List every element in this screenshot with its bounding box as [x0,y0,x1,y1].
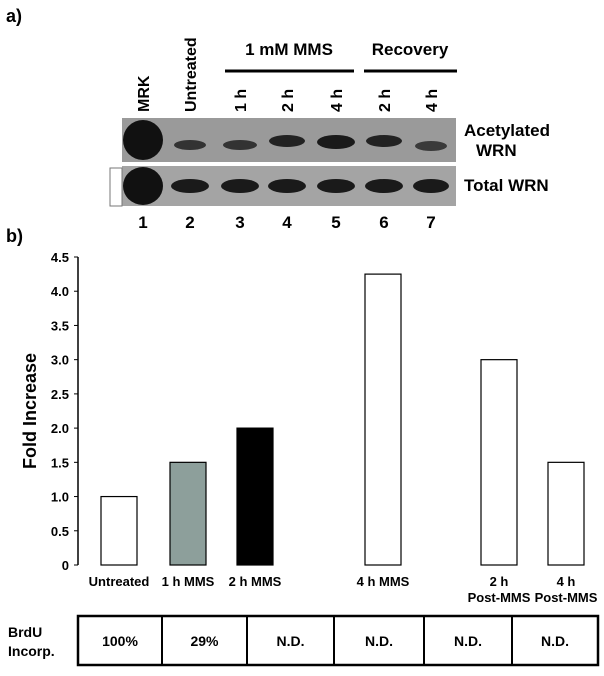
lane-label: 4 h [329,89,346,112]
y-tick-label: 1.0 [51,490,69,505]
x-tick-label: 2 h Post-MMS [468,574,531,605]
row-header-line: BrdU [8,624,42,640]
y-tick-label: 0.5 [51,524,69,539]
panel-label: a) [6,6,22,26]
bar [480,359,518,566]
row-header: BrdU Incorp. [8,624,55,659]
x-tick-label: 2 h MMS [229,574,282,589]
blot [109,118,456,207]
band [221,179,259,193]
table-cell: 100% [102,633,138,649]
lane-label: Untreated [183,37,200,112]
table-cell: N.D. [365,633,393,649]
table-border [76,614,600,667]
y-tick-label: 4.0 [51,284,69,299]
panel-label: b) [6,226,23,246]
row-label: Acetylated WRN [464,121,550,160]
table-cell: N.D. [541,633,569,649]
y-tick-label: 4.5 [51,250,69,265]
x-tick-label-line: Post-MMS [468,590,531,605]
band [174,140,206,150]
y-tick-label: 3.5 [51,318,69,333]
bar [547,461,585,566]
lane-label: 1 h [233,89,250,112]
y-tick-label: 2.5 [51,387,69,402]
band [268,179,306,193]
x-tick-label: 1 h MMS [162,574,215,589]
group-label: 1 mM MMS [245,40,333,59]
band [223,140,257,150]
lane-number: 7 [426,213,435,232]
band [123,120,163,160]
x-tick-label-line: 2 h [490,574,509,589]
band [366,135,402,147]
lane-number: 2 [185,213,194,232]
bar [236,427,274,566]
lane-label: 2 h [377,89,394,112]
table-cell: 29% [190,633,219,649]
y-tick-label: 0 [62,558,69,573]
band [269,135,305,147]
row-label: Total WRN [464,176,549,195]
lane-label: 2 h [280,89,297,112]
band [171,179,209,193]
table-cell: N.D. [277,633,305,649]
band [415,141,447,151]
band [317,179,355,193]
x-tick-label: Untreated [89,574,150,589]
x-tick-label: 4 h MMS [357,574,410,589]
table-cell: N.D. [454,633,482,649]
group-label: Recovery [372,40,449,59]
y-tick-label: 2.0 [51,421,69,436]
lane-number: 5 [331,213,340,232]
lane-number: 3 [235,213,244,232]
y-tick-label: 1.5 [51,455,69,470]
blot-edge [109,167,123,207]
band [413,179,449,193]
lane-number: 1 [138,213,147,232]
band [365,179,403,193]
band [317,135,355,149]
lane-number: 4 [282,213,292,232]
x-tick-label-line: Post-MMS [535,590,598,605]
row-header-line: Incorp. [8,643,55,659]
x-tick-label-line: 4 h [557,574,576,589]
row-label-line: Acetylated [464,121,550,140]
bar [169,461,207,566]
y-tick-label: 3.0 [51,353,69,368]
lane-label: 4 h [424,89,441,112]
x-tick-label: 4 h Post-MMS [535,574,598,605]
band [123,167,163,205]
lane-label: MRK [136,75,153,112]
y-axis-label: Fold Increase [20,353,40,469]
lane-number: 6 [379,213,388,232]
bar [364,273,402,566]
bar [100,495,138,566]
row-label-line: WRN [476,141,517,160]
